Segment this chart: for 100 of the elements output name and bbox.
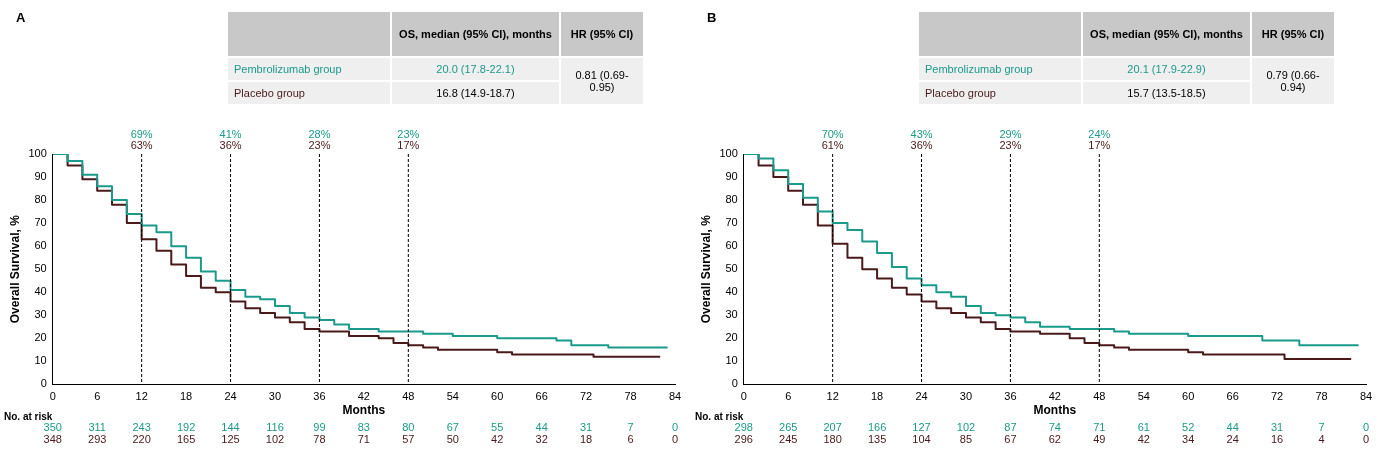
x-tick-label: 24 xyxy=(224,390,237,403)
text: 245 xyxy=(779,433,798,446)
x-tick-label: 66 xyxy=(1226,390,1239,403)
text: 31 xyxy=(579,421,593,434)
text: 7 xyxy=(1318,421,1325,434)
text: 293 xyxy=(88,433,107,446)
y-tick-label: 40 xyxy=(725,285,738,298)
text: 55 xyxy=(491,421,504,434)
y-tick-label: 0 xyxy=(731,377,738,390)
text: 127 xyxy=(912,421,931,434)
text: Pembrolizumab group xyxy=(228,58,390,80)
text: 16 xyxy=(1270,433,1284,446)
text: 265 xyxy=(779,421,798,434)
y-tick-label: 30 xyxy=(725,308,738,321)
text: 83 xyxy=(357,421,370,434)
text: 298 xyxy=(734,421,753,434)
text: 62 xyxy=(1048,433,1061,446)
y-tick-label: 10 xyxy=(725,354,738,367)
x-tick-label: 0 xyxy=(740,390,747,403)
text: 28% xyxy=(308,128,331,140)
y-tick-label: 0 xyxy=(40,377,47,390)
text: 165 xyxy=(176,433,196,446)
x-axis-title: Months xyxy=(342,403,386,418)
text: 0 xyxy=(671,421,679,434)
text: 15.7 (13.5-18.5) xyxy=(1083,82,1250,104)
text: 4 xyxy=(1318,433,1325,446)
y-tick-label: 70 xyxy=(34,216,47,229)
chart-title: A xyxy=(16,10,26,25)
y-tick-label: 80 xyxy=(725,193,738,206)
y-tick-label: 30 xyxy=(34,308,47,321)
text: 243 xyxy=(132,421,151,434)
x-tick-label: 84 xyxy=(668,390,682,403)
chart-title: B xyxy=(707,10,717,25)
text: 0 xyxy=(1362,433,1370,446)
y-tick-label: 60 xyxy=(34,239,47,252)
text: 20.1 (17.9-22.9) xyxy=(1083,58,1250,80)
text: HR (95% CI) xyxy=(561,12,643,56)
y-tick-label: 50 xyxy=(34,262,47,275)
text: OS, median (95% CI), months xyxy=(1083,12,1250,56)
text: 220 xyxy=(132,433,151,446)
text: OS, median (95% CI), months xyxy=(392,12,559,56)
text: 44 xyxy=(535,421,548,434)
text: 144 xyxy=(221,421,240,434)
text: 348 xyxy=(43,433,62,446)
text: 43% xyxy=(910,128,933,140)
text: 116 xyxy=(266,421,284,434)
text: 71 xyxy=(1093,421,1106,434)
y-tick-label: 20 xyxy=(34,331,47,344)
text: 102 xyxy=(265,433,285,446)
text: 50 xyxy=(446,433,459,446)
text: 17% xyxy=(1088,139,1111,151)
x-tick-label: 12 xyxy=(826,390,839,403)
x-tick-label: 18 xyxy=(179,390,193,403)
text: Pembrolizumab group xyxy=(919,58,1081,80)
y-tick-label: 60 xyxy=(725,239,738,252)
text: 125 xyxy=(221,433,240,446)
text: 0.81 (0.69-0.95) xyxy=(561,58,643,104)
y-tick-label: 50 xyxy=(725,262,738,275)
text: 67 xyxy=(446,421,459,434)
x-tick-label: 78 xyxy=(624,390,637,403)
text: 42 xyxy=(1137,433,1150,446)
x-tick-label: 54 xyxy=(1137,390,1150,403)
text: No. at risk xyxy=(4,411,53,423)
text: 36% xyxy=(910,139,933,151)
x-tick-label: 48 xyxy=(402,390,415,403)
y-tick-label: 90 xyxy=(34,170,47,183)
text: 102 xyxy=(956,421,976,434)
y-tick-label: 70 xyxy=(725,216,738,229)
text: 23% xyxy=(999,139,1022,151)
y-tick-label: 40 xyxy=(34,285,47,298)
x-tick-label: 78 xyxy=(1315,390,1328,403)
text: 0 xyxy=(1362,421,1370,434)
text: 18 xyxy=(579,433,593,446)
text: 24 xyxy=(1226,433,1239,446)
text: 67 xyxy=(1004,433,1017,446)
y-tick-label: 100 xyxy=(28,147,47,160)
text: 166 xyxy=(867,421,887,434)
x-axis-title: Months xyxy=(1033,403,1077,418)
x-tick-label: 36 xyxy=(1004,390,1017,403)
text: 63% xyxy=(130,139,153,151)
x-tick-label: 6 xyxy=(785,390,792,403)
x-tick-label: 30 xyxy=(268,390,282,403)
text: 49 xyxy=(1093,433,1106,446)
text: 311 xyxy=(88,421,106,434)
y-tick-label: 10 xyxy=(34,354,47,367)
text: 99 xyxy=(313,421,326,434)
text: 61% xyxy=(821,139,844,151)
text: Placebo group xyxy=(228,82,390,104)
text: No. at risk xyxy=(695,411,744,423)
x-tick-label: 6 xyxy=(94,390,101,403)
x-tick-label: 72 xyxy=(1270,390,1284,403)
text: 296 xyxy=(734,433,753,446)
text: 29% xyxy=(999,128,1022,140)
text: HR (95% CI) xyxy=(1252,12,1334,56)
x-tick-label: 0 xyxy=(49,390,56,403)
text: 78 xyxy=(313,433,326,446)
text: 61 xyxy=(1137,421,1150,434)
y-axis-title: Overall Survival, % xyxy=(698,214,713,324)
text: 85 xyxy=(959,433,973,446)
text: 17% xyxy=(397,139,420,151)
